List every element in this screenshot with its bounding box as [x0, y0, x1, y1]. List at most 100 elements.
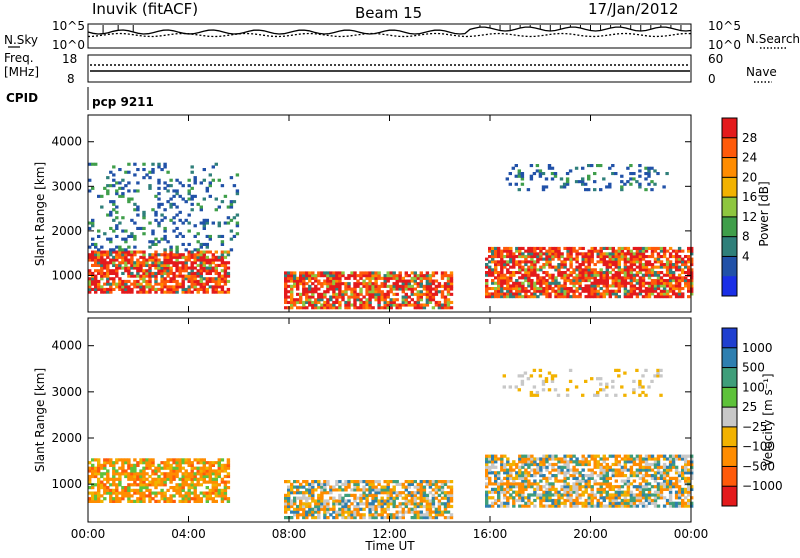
data-cell	[184, 458, 188, 462]
data-cell	[509, 474, 513, 478]
data-cell	[181, 466, 185, 470]
data-cell	[127, 274, 131, 278]
data-cell	[380, 488, 384, 492]
data-cell	[172, 202, 176, 206]
data-cell	[681, 501, 685, 505]
data-cell	[100, 269, 104, 273]
data-cell	[530, 468, 534, 472]
data-cell	[299, 274, 303, 278]
data-cell	[404, 480, 408, 484]
data-cell	[166, 287, 170, 291]
data-cell	[485, 501, 489, 505]
data-cell	[208, 266, 212, 270]
data-cell	[530, 460, 534, 464]
data-cell	[175, 274, 179, 278]
data-cell	[653, 485, 658, 489]
data-cell	[503, 287, 507, 291]
data-cell	[163, 250, 167, 254]
data-cell	[602, 273, 606, 277]
data-cell	[299, 513, 303, 517]
data-cell	[103, 290, 107, 294]
data-cell	[506, 289, 510, 293]
data-cell	[91, 472, 95, 476]
data-cell	[190, 282, 194, 286]
data-cell	[371, 271, 375, 275]
data-cell	[671, 287, 676, 291]
data-cell	[632, 252, 637, 256]
data-cell	[205, 474, 209, 479]
data-cell	[491, 279, 495, 283]
power-colorbar-label: Power [dB]	[757, 181, 771, 246]
data-cell	[668, 479, 673, 483]
data-cell	[130, 253, 134, 257]
data-cell	[121, 497, 125, 501]
data-cell	[662, 496, 667, 500]
data-cell	[284, 290, 288, 294]
data-cell	[548, 260, 552, 264]
data-cell	[142, 486, 146, 490]
data-cell	[574, 385, 579, 389]
data-cell	[524, 474, 528, 478]
data-cell	[443, 516, 448, 520]
data-cell	[323, 282, 327, 286]
data-cell	[386, 504, 390, 509]
data-cell	[380, 504, 384, 509]
data-cell	[142, 216, 146, 220]
data-cell	[599, 252, 603, 256]
data-cell	[335, 282, 339, 286]
data-cell	[88, 226, 92, 230]
data-cell	[566, 490, 570, 494]
data-cell	[386, 300, 390, 304]
data-cell	[572, 485, 576, 489]
data-cell	[100, 250, 104, 254]
data-cell	[599, 382, 603, 386]
data-cell	[599, 255, 603, 259]
data-cell	[175, 461, 179, 465]
data-cell	[545, 292, 549, 296]
data-cell	[578, 501, 582, 505]
data-cell	[602, 460, 606, 464]
data-cell	[687, 485, 691, 489]
data-cell	[311, 295, 315, 299]
data-cell	[347, 482, 351, 486]
data-cell	[626, 498, 631, 503]
data-cell	[431, 287, 436, 291]
data-cell	[668, 276, 673, 280]
data-cell	[374, 276, 378, 280]
data-cell	[151, 240, 155, 244]
data-cell	[223, 263, 228, 267]
data-cell	[392, 298, 396, 302]
data-cell	[632, 289, 637, 293]
data-cell	[681, 268, 685, 272]
data-cell	[284, 507, 288, 511]
data-cell	[677, 496, 682, 500]
data-cell	[446, 496, 451, 500]
data-cell	[335, 499, 339, 503]
data-cell	[428, 491, 433, 495]
data-cell	[449, 300, 454, 304]
data-cell	[425, 507, 430, 511]
data-cell	[106, 255, 110, 259]
data-cell	[106, 189, 110, 193]
data-cell	[530, 287, 534, 291]
data-cell	[217, 458, 221, 462]
data-cell	[205, 234, 209, 238]
data-cell	[668, 496, 673, 500]
data-cell	[374, 507, 378, 511]
data-cell	[326, 516, 330, 520]
data-cell	[208, 184, 212, 188]
data-cell	[551, 281, 555, 285]
data-cell	[308, 300, 312, 304]
data-cell	[317, 298, 321, 302]
data-cell	[551, 265, 555, 269]
data-cell	[332, 271, 336, 275]
colorbar-segment	[722, 157, 737, 178]
data-cell	[422, 287, 427, 291]
data-cell	[416, 282, 420, 286]
data-cell	[112, 279, 116, 283]
data-cell	[674, 465, 679, 469]
data-cell	[620, 498, 625, 503]
data-cell	[326, 507, 330, 511]
data-cell	[512, 485, 516, 489]
data-cell	[560, 471, 564, 475]
